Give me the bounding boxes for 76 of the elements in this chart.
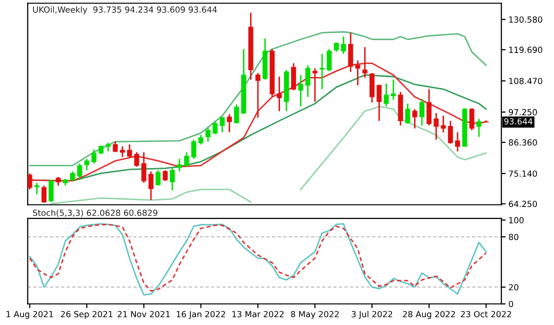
candlestick xyxy=(426,88,432,126)
candlestick xyxy=(298,74,304,108)
candlestick xyxy=(384,82,389,108)
candlestick xyxy=(162,170,168,182)
candlestick xyxy=(42,184,46,204)
candlestick xyxy=(362,46,368,78)
y-tick-label: 130.580 xyxy=(509,16,542,23)
candlestick xyxy=(170,168,175,191)
candlestick xyxy=(198,134,204,146)
candlestick xyxy=(320,53,325,90)
x-tick-label: 3 Jul 2022 xyxy=(352,310,392,319)
y-tick-label: 86.360 xyxy=(508,139,537,146)
y-tick-label: 80 xyxy=(508,234,518,240)
candlestick xyxy=(84,158,90,171)
candlestick xyxy=(77,162,82,181)
x-tick-label: 26 Sep 2021 xyxy=(60,310,112,319)
candlestick xyxy=(312,68,318,102)
candlestick xyxy=(112,140,118,153)
candlestick xyxy=(234,104,240,124)
candlestick xyxy=(326,48,332,72)
candlestick xyxy=(34,182,40,195)
candlestick xyxy=(419,98,424,126)
x-tick-label: 8 May 2022 xyxy=(291,310,339,319)
candlestick xyxy=(212,120,218,135)
candlestick xyxy=(148,170,154,201)
candlestick xyxy=(305,64,310,98)
candlestick xyxy=(291,62,296,91)
candlestick xyxy=(28,172,32,190)
x-tick-label: 16 Jan 2022 xyxy=(176,310,226,319)
candlestick xyxy=(226,113,232,133)
candlestick xyxy=(176,158,182,172)
y-tick-label: 119.690 xyxy=(509,46,542,53)
candlestick xyxy=(120,146,125,158)
candlestick xyxy=(440,115,446,133)
candlestick xyxy=(191,139,196,160)
x-tick-label: 28 Aug 2022 xyxy=(402,310,455,319)
x-tick-label: 13 Mar 2022 xyxy=(232,310,284,318)
chart-title: UKOil,Weekly 93.735 94.234 93.609 93.644 xyxy=(33,6,217,14)
candlestick xyxy=(255,72,260,118)
candlestick xyxy=(70,170,76,182)
candlestick xyxy=(370,72,374,104)
line-series xyxy=(29,31,487,166)
candlestick xyxy=(476,118,482,138)
candlestick xyxy=(141,152,146,184)
candlestick xyxy=(348,32,354,73)
candlestick xyxy=(434,112,439,140)
candlestick xyxy=(91,148,96,164)
y-tick-label: 108.470 xyxy=(509,78,542,84)
candlestick xyxy=(48,179,54,203)
candlestick xyxy=(448,120,453,144)
candlestick xyxy=(455,132,460,152)
candlestick xyxy=(127,144,132,158)
x-tick-label: 21 Nov 2021 xyxy=(118,310,170,318)
y-tick-label: 0 xyxy=(508,300,514,308)
y-tick-label: 64.250 xyxy=(508,200,537,208)
y-tick-label: 97.250 xyxy=(508,109,537,116)
y-tick-label: 20 xyxy=(508,284,518,290)
candlestick xyxy=(390,78,396,100)
candlestick xyxy=(334,42,339,53)
candlestick xyxy=(156,170,161,186)
candlestick xyxy=(206,126,210,142)
candlestick xyxy=(220,116,225,133)
candlestick xyxy=(412,108,418,130)
candlestick xyxy=(469,108,474,131)
candlestick xyxy=(276,76,282,112)
x-tick-label: 1 Aug 2021 xyxy=(6,310,54,319)
candlestick xyxy=(340,36,346,55)
candlestick xyxy=(405,102,410,124)
y-tick-label: 75.140 xyxy=(509,170,537,177)
chart-title: Stoch(5,3,3) 62.0628 60.6829 xyxy=(32,209,158,217)
x-tick-label: 23 Oct 2022 xyxy=(460,310,512,318)
y-tick-label: 100 xyxy=(509,217,524,224)
candlestick xyxy=(184,152,190,168)
annotation: 93.644 xyxy=(504,118,532,124)
candlestick xyxy=(376,84,382,122)
candlestick xyxy=(134,152,140,168)
